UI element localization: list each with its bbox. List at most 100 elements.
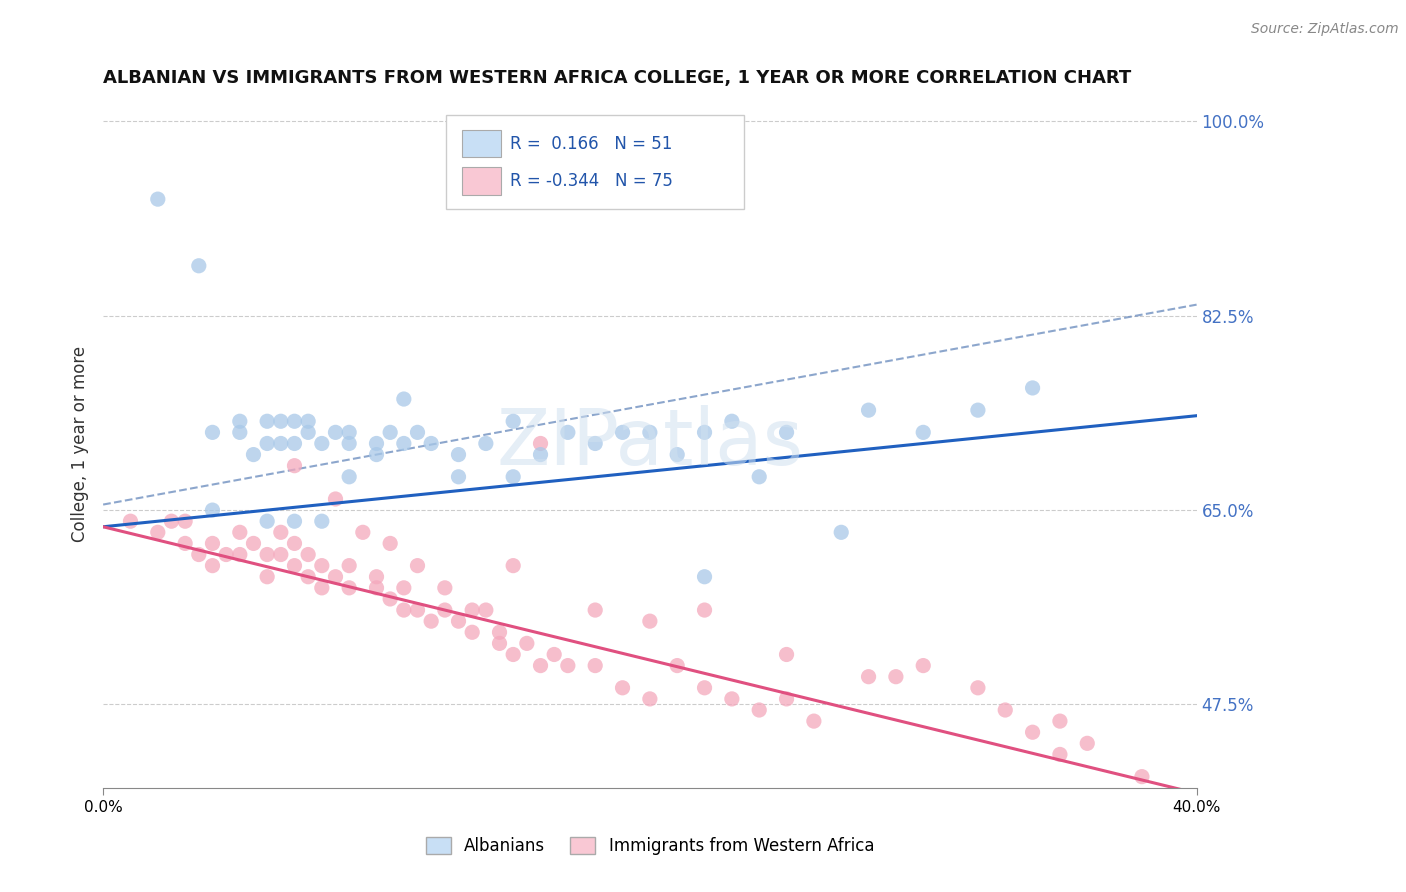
Point (858, 403, 880, 417)
Point (311, 436, 333, 450)
Point (352, 525, 374, 540)
Legend: Albanians, Immigrants from Western Africa: Albanians, Immigrants from Western Afric… (419, 830, 880, 862)
Point (502, 470, 524, 484)
Point (638, 425, 661, 440)
Point (638, 614, 661, 628)
Text: ALBANIAN VS IMMIGRANTS FROM WESTERN AFRICA COLLEGE, 1 YEAR OR MORE CORRELATION C: ALBANIAN VS IMMIGRANTS FROM WESTERN AFRI… (103, 69, 1132, 87)
Point (201, 558, 224, 573)
Point (912, 658, 935, 673)
Text: R = -0.344   N = 75: R = -0.344 N = 75 (510, 172, 673, 190)
Point (420, 436, 443, 450)
Point (529, 448, 551, 462)
Point (612, 425, 634, 440)
Point (461, 603, 484, 617)
Point (201, 425, 224, 440)
Point (297, 570, 319, 584)
Point (693, 425, 716, 440)
Point (229, 425, 252, 440)
Point (325, 425, 347, 440)
Point (229, 414, 252, 428)
Point (283, 514, 305, 528)
Point (488, 636, 510, 650)
Point (475, 436, 498, 450)
Point (406, 558, 429, 573)
Point (612, 681, 634, 695)
Point (297, 425, 319, 440)
Point (433, 603, 456, 617)
Point (229, 525, 252, 540)
Point (187, 259, 209, 273)
Y-axis label: College, 1 year or more: College, 1 year or more (72, 345, 89, 541)
Point (502, 414, 524, 428)
Point (270, 548, 292, 562)
Point (311, 581, 333, 595)
Point (311, 558, 333, 573)
Point (666, 658, 689, 673)
Point (488, 625, 510, 640)
Point (201, 536, 224, 550)
Point (693, 681, 716, 695)
Point (543, 648, 565, 662)
Point (283, 558, 305, 573)
Point (420, 614, 443, 628)
Point (1021, 381, 1043, 395)
Point (146, 525, 169, 540)
Point (337, 425, 360, 440)
Point (392, 581, 415, 595)
Point (475, 603, 498, 617)
Point (229, 548, 252, 562)
Point (270, 436, 292, 450)
Point (392, 603, 415, 617)
Point (256, 414, 278, 428)
Point (1076, 736, 1098, 750)
Point (283, 436, 305, 450)
Point (256, 548, 278, 562)
Point (174, 514, 197, 528)
Point (502, 648, 524, 662)
Point (693, 603, 716, 617)
Point (283, 458, 305, 473)
Point (256, 436, 278, 450)
Point (366, 436, 388, 450)
Point (366, 581, 388, 595)
Point (461, 625, 484, 640)
Text: R =  0.166   N = 51: R = 0.166 N = 51 (510, 135, 672, 153)
Point (337, 436, 360, 450)
Point (775, 692, 797, 706)
Point (311, 514, 333, 528)
Point (721, 414, 744, 428)
Point (160, 514, 183, 528)
Text: Source: ZipAtlas.com: Source: ZipAtlas.com (1251, 22, 1399, 37)
Point (366, 448, 388, 462)
Point (337, 581, 360, 595)
Point (325, 491, 347, 506)
Point (406, 425, 429, 440)
Point (693, 570, 716, 584)
Point (830, 525, 852, 540)
Point (270, 525, 292, 540)
Point (912, 425, 935, 440)
Point (666, 448, 689, 462)
Point (297, 548, 319, 562)
Point (748, 703, 770, 717)
Point (174, 536, 197, 550)
Point (447, 448, 470, 462)
Point (337, 470, 360, 484)
Point (884, 670, 907, 684)
Point (256, 514, 278, 528)
Point (858, 670, 880, 684)
Point (337, 558, 360, 573)
Point (721, 692, 744, 706)
Point (242, 448, 264, 462)
Point (120, 514, 142, 528)
Text: ZIPatlas: ZIPatlas (496, 406, 803, 482)
Point (557, 425, 579, 440)
Point (283, 414, 305, 428)
Point (1130, 770, 1153, 784)
Point (516, 636, 538, 650)
Point (378, 536, 401, 550)
Point (447, 470, 470, 484)
Point (378, 591, 401, 606)
Point (583, 658, 606, 673)
Point (283, 536, 305, 550)
